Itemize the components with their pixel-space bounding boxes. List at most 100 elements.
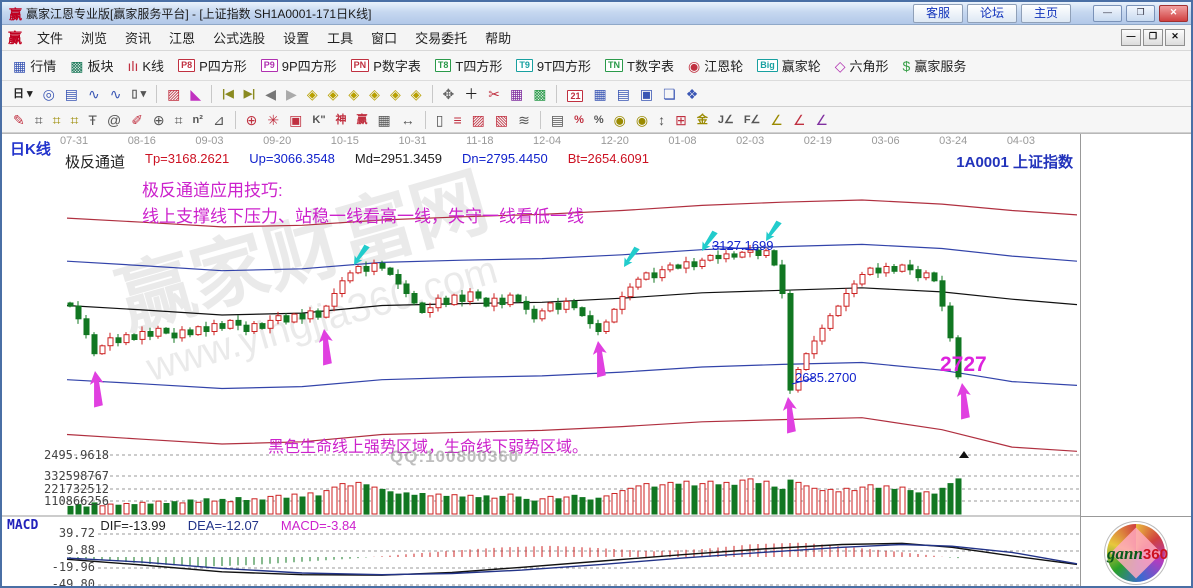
kline-chart-canvas[interactable]: [2, 134, 1080, 587]
mdi-restore-button[interactable]: ❐: [1143, 29, 1163, 46]
gann-box-tool-icon[interactable]: ⊞: [675, 111, 687, 128]
toolbar-t-square[interactable]: T8 T四方形: [428, 56, 509, 75]
toolbar-winner-wheel[interactable]: Big 赢家轮: [750, 56, 828, 75]
angle-purple-icon[interactable]: ∠: [815, 111, 829, 128]
width-measure-icon[interactable]: ↔: [400, 111, 415, 128]
gann-f-tool-icon[interactable]: Ŧ: [88, 111, 97, 128]
draw-pencil-icon[interactable]: ✎: [13, 111, 25, 128]
gann-diamond-3-icon[interactable]: ◈: [348, 85, 360, 102]
toolbar-t-number-table[interactable]: TN T数字表: [598, 56, 681, 75]
gold-section-icon[interactable]: 金: [696, 113, 708, 126]
fan-lines-icon[interactable]: ≡: [453, 111, 462, 128]
shen-tool-icon[interactable]: 神: [335, 113, 347, 126]
star-grid-icon[interactable]: ✳: [267, 111, 280, 128]
menu-item-帮助[interactable]: 帮助: [485, 30, 512, 46]
n-square-icon[interactable]: n²: [192, 113, 203, 126]
menu-item-文件[interactable]: 文件: [37, 30, 64, 46]
angle-tool-icon[interactable]: ⊿: [212, 111, 225, 128]
stat-table-icon[interactable]: ▤: [550, 111, 565, 128]
region-box-icon[interactable]: ▦: [509, 85, 524, 102]
percent-band-icon[interactable]: %: [574, 113, 584, 126]
toolbar-hexagon[interactable]: ◇ 六角形: [828, 56, 896, 75]
compare-view-icon[interactable]: ◎: [42, 85, 55, 102]
angle-gold-icon[interactable]: ∠: [770, 111, 783, 128]
period-select-icon[interactable]: 日 ▾: [13, 87, 33, 100]
angle-red-icon[interactable]: ∠: [792, 111, 806, 128]
gann-diamond-1-icon[interactable]: ◈: [306, 85, 318, 102]
k-mark-icon[interactable]: K": [312, 113, 326, 126]
grid-gold-1-icon[interactable]: ⌗: [52, 111, 61, 128]
gann-diamond-5-icon[interactable]: ◈: [389, 85, 401, 102]
grid-sheet-icon[interactable]: ▦: [377, 111, 391, 128]
menu-item-资讯[interactable]: 资讯: [125, 30, 152, 46]
updown-measure-icon[interactable]: ↕: [658, 111, 666, 128]
menu-item-设置[interactable]: 设置: [283, 30, 310, 46]
drag-hand-icon[interactable]: ✥: [442, 85, 455, 102]
next-page-icon[interactable]: ▶: [286, 85, 297, 102]
gold-circle-1-icon[interactable]: ◉: [613, 111, 626, 128]
fan-dense-icon[interactable]: ▧: [494, 111, 509, 128]
menu-item-江恩[interactable]: 江恩: [169, 30, 196, 46]
toolbar-quotes[interactable]: ▦ 行情: [6, 56, 63, 75]
fan-grid-icon[interactable]: ▨: [471, 111, 485, 128]
calculator-icon[interactable]: ▦: [593, 85, 607, 102]
candle-type-icon[interactable]: ▯ ▾: [131, 87, 147, 100]
toolbar-p-number-table[interactable]: PN P数字表: [344, 56, 428, 75]
box-grid-icon[interactable]: ▣: [289, 111, 303, 128]
region-grid-icon[interactable]: ▩: [533, 85, 547, 102]
calendar-icon[interactable]: 21: [562, 86, 588, 102]
last-page-icon[interactable]: ▶|: [243, 87, 256, 100]
hash-measure-icon[interactable]: ⌗: [174, 111, 183, 128]
prev-page-icon[interactable]: ◀: [265, 85, 277, 102]
toolbar-gann-wheel[interactable]: ◉ 江恩轮: [681, 56, 750, 75]
timeshare-icon[interactable]: ◣: [190, 85, 202, 102]
crosshair-icon[interactable]: ＋: [464, 85, 479, 102]
target-tool-icon[interactable]: ⊕: [245, 111, 258, 128]
toolbar-p9-square[interactable]: P9 9P四方形: [254, 56, 344, 75]
winner-draw-icon[interactable]: ▨: [167, 85, 181, 102]
angle-f-icon[interactable]: F∠: [743, 113, 761, 126]
memo-icon[interactable]: ▤: [616, 85, 630, 102]
wave-9-icon[interactable]: ∿: [109, 85, 122, 102]
customer-service-button[interactable]: 客服: [912, 3, 963, 23]
toolbar-t9-square[interactable]: T9 9T四方形: [509, 56, 598, 75]
pencil-ruler-icon[interactable]: ✐: [131, 111, 143, 128]
column-tool-icon[interactable]: ▯: [435, 111, 444, 128]
menu-item-工具[interactable]: 工具: [327, 30, 354, 46]
grid-gold-2-icon[interactable]: ⌗: [70, 111, 79, 128]
close-button[interactable]: ✕: [1159, 4, 1188, 22]
grid-small-icon[interactable]: ⌗: [34, 111, 43, 128]
save-icon[interactable]: ▣: [639, 85, 654, 102]
settings-tool-icon[interactable]: ❖: [685, 85, 699, 102]
restore-button[interactable]: ❐: [1126, 4, 1155, 22]
minimize-button[interactable]: —: [1093, 4, 1122, 22]
menu-item-公式选股[interactable]: 公式选股: [213, 30, 266, 46]
wave-lines-icon[interactable]: ≋: [518, 111, 530, 128]
toolbar-kline[interactable]: ılı K线: [121, 56, 172, 75]
toolbar-p-square[interactable]: P8 P四方形: [171, 56, 254, 75]
first-page-icon[interactable]: |◀: [222, 87, 234, 100]
homepage-button[interactable]: 主页: [1020, 3, 1071, 23]
gann-diamond-6-icon[interactable]: ◈: [410, 85, 422, 102]
menu-item-交易委托[interactable]: 交易委托: [415, 30, 468, 46]
spiral-tool-icon[interactable]: @: [106, 111, 122, 128]
mdi-close-button[interactable]: ✕: [1165, 29, 1185, 46]
angle-j-icon[interactable]: J∠: [717, 113, 734, 126]
gann-diamond-4-icon[interactable]: ◈: [369, 85, 380, 102]
gann-diamond-2-icon[interactable]: ◈: [327, 85, 339, 102]
mdi-minimize-button[interactable]: —: [1121, 29, 1141, 46]
circle-measure-icon[interactable]: ⊕: [152, 111, 165, 128]
cut-tool-icon[interactable]: ✂: [488, 85, 500, 102]
ying-tool-icon[interactable]: 赢: [356, 113, 368, 126]
toolbar-sectors[interactable]: ▩ 板块: [63, 56, 120, 75]
menu-item-浏览[interactable]: 浏览: [81, 30, 108, 46]
period-tab-daily-kline[interactable]: 日K线: [10, 141, 51, 158]
forum-button[interactable]: 论坛: [966, 3, 1017, 23]
menu-item-窗口[interactable]: 窗口: [371, 30, 398, 46]
wave-3-icon[interactable]: ∿: [88, 85, 100, 102]
toolbar-winner-service[interactable]: $ 赢家服务: [896, 56, 974, 75]
gold-circle-2-icon[interactable]: ◉: [635, 111, 649, 128]
detail-view-icon[interactable]: ▤: [64, 85, 79, 102]
export-icon[interactable]: ❏: [663, 85, 676, 102]
percent-tool-icon[interactable]: %: [593, 113, 604, 126]
